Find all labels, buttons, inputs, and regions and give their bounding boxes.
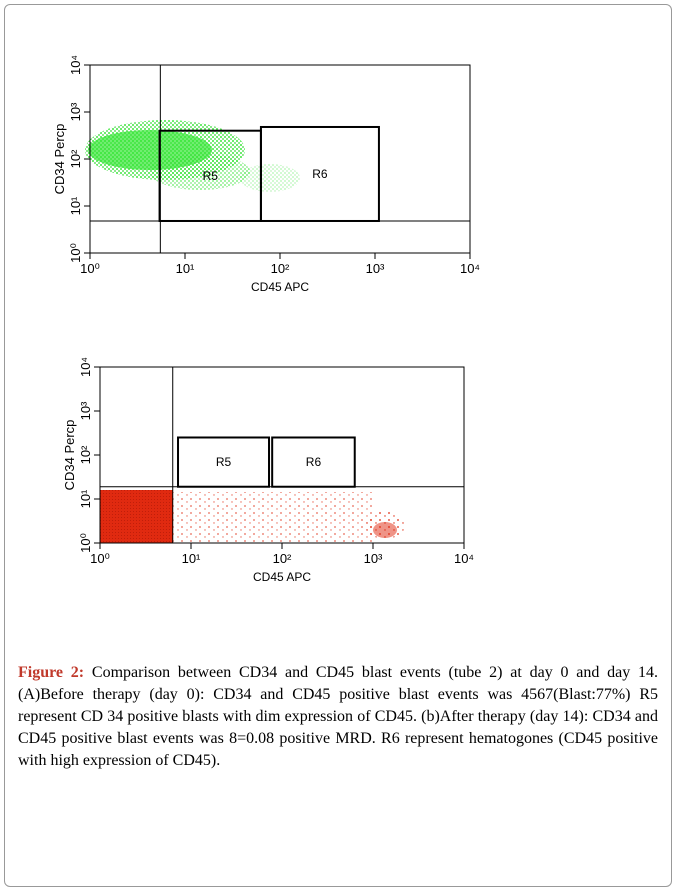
figure-frame [4,4,672,887]
y-tick-label: 10⁰ [78,533,93,553]
y-tick-label: 10⁴ [68,55,83,75]
y-tick-label: 10¹ [78,489,93,508]
x-axis-label: CD45 APC [251,280,309,294]
gate [177,436,271,488]
caption-text: Comparison between CD34 and CD45 blast e… [18,664,659,769]
figure-plots: 10⁰ 10¹ 10² 10³ 10⁴ 10⁰ 10¹ 10² 10³ 10⁴ CD45 APC CD… [52,55,480,584]
x-tick-label: 10⁰ [90,551,110,566]
event-cloud [85,120,405,543]
y-tick-label: 10² [68,149,83,168]
gate-label: R6 [306,455,322,469]
x-tick-label: 10² [271,261,290,276]
x-tick-label: 10⁰ [80,261,100,276]
y-axis-label: CD34 Percp [62,420,77,491]
gate-label: R5 [203,169,219,183]
caption: Figure 2: Comparison between CD34 and CD… [18,662,658,772]
y-tick-label: 10⁴ [78,357,93,377]
y-tick-label: 10³ [68,102,83,121]
x-tick-label: 10³ [364,551,383,566]
y-tick-label: 10⁰ [68,243,83,263]
caption-label: Figure 2: [18,664,85,681]
x-tick-label: 10⁴ [460,261,480,276]
gate-label: R6 [312,167,328,181]
x-tick-label: 10¹ [176,261,195,276]
x-tick-label: 10² [273,551,292,566]
y-tick-label: 10³ [78,401,93,420]
y-tick-label: 10² [78,445,93,464]
x-tick-label: 10¹ [182,551,201,566]
gate-label: R5 [216,455,232,469]
y-tick-label: 10¹ [68,196,83,215]
x-axis-label: CD45 APC [253,570,311,584]
x-tick-label: 10⁴ [454,551,474,566]
x-tick-label: 10³ [366,261,385,276]
y-axis-label: CD34 Percp [52,124,67,195]
gate [259,125,380,222]
gate [271,436,356,488]
